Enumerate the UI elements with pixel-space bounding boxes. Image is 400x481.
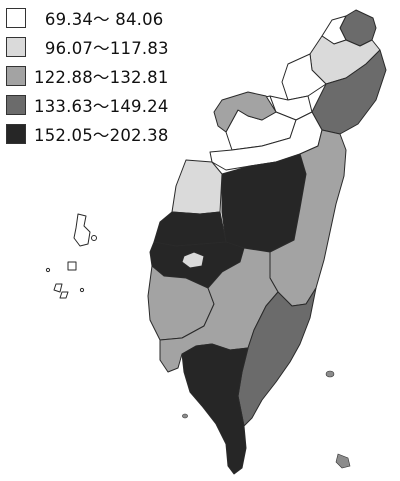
- legend-label: 69.34～ 84.06: [34, 10, 164, 29]
- legend-swatch: [6, 95, 26, 115]
- legend-item: 69.34～ 84.06: [6, 6, 169, 30]
- legend-label: 122.88～132.81: [34, 68, 169, 87]
- legend-label: 152.05～202.38: [34, 126, 169, 145]
- map-legend: 69.34～ 84.06 96.07～117.83 122.88～132.81 …: [6, 6, 169, 151]
- region-taitung[interactable]: [237, 287, 317, 427]
- region-yunlin[interactable]: [153, 211, 227, 247]
- region-taichung-mountain[interactable]: [213, 91, 277, 133]
- region-changhua[interactable]: [171, 159, 223, 215]
- legend-item: 122.88～132.81: [6, 64, 169, 88]
- legend-swatch: [6, 66, 26, 86]
- legend-item: 96.07～117.83: [6, 35, 169, 59]
- legend-item: 152.05～202.38: [6, 122, 169, 146]
- region-penghu[interactable]: [45, 213, 97, 299]
- legend-label: 133.63～149.24: [34, 97, 169, 116]
- legend-swatch: [6, 37, 26, 57]
- island-green[interactable]: [325, 370, 335, 378]
- region-chiayi-city[interactable]: [181, 251, 205, 269]
- legend-label: 96.07～117.83: [34, 39, 169, 58]
- region-pingtung[interactable]: [181, 343, 249, 475]
- island-orchid[interactable]: [335, 453, 351, 469]
- legend-item: 133.63～149.24: [6, 93, 169, 117]
- legend-swatch: [6, 124, 26, 144]
- legend-swatch: [6, 8, 26, 28]
- island-liuqiu[interactable]: [182, 413, 188, 419]
- region-yilan[interactable]: [311, 49, 387, 135]
